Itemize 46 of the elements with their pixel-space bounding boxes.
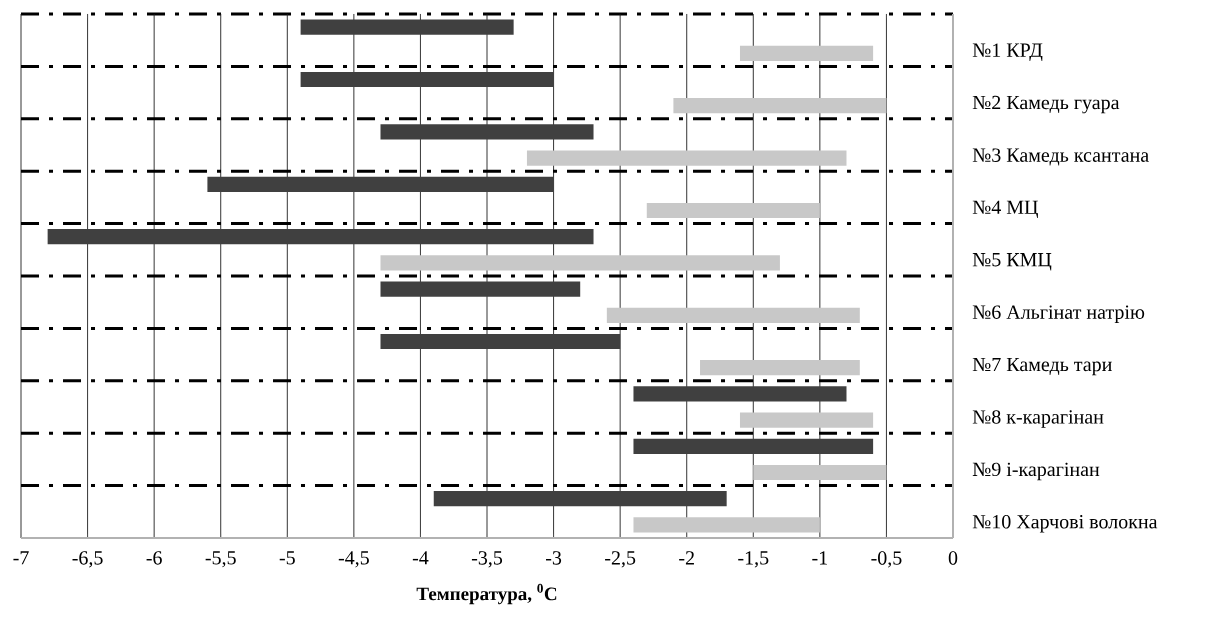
bar bbox=[380, 124, 594, 140]
y-tick-label: №8 к-карагінан bbox=[972, 410, 1104, 428]
x-tick-label: -4,5 bbox=[338, 551, 369, 568]
y-tick-label: №7 Камедь тари bbox=[972, 357, 1112, 376]
x-tick-label: -7 bbox=[13, 551, 29, 565]
bar bbox=[739, 412, 874, 428]
x-tick-label: -0,5 bbox=[871, 551, 902, 568]
x-tick-label: -5,5 bbox=[205, 551, 236, 568]
bar bbox=[433, 491, 727, 507]
bar bbox=[646, 202, 820, 219]
y-tick-label: №1 КРД bbox=[972, 43, 1043, 61]
x-tick-label: -1,5 bbox=[738, 551, 769, 568]
bar bbox=[606, 307, 860, 323]
bar bbox=[673, 98, 887, 114]
bar bbox=[700, 360, 860, 376]
bar bbox=[633, 386, 847, 402]
y-tick-label: №4 МЦ bbox=[972, 200, 1038, 219]
x-tick-label: -5 bbox=[279, 551, 295, 565]
y-tick-label: №10 Харчові волокна bbox=[972, 515, 1158, 533]
bar bbox=[300, 19, 514, 35]
bar bbox=[207, 176, 554, 192]
x-tick-label: -3 bbox=[546, 551, 562, 565]
x-tick-label: -3,5 bbox=[471, 551, 503, 568]
x-tick-label: -2,5 bbox=[605, 551, 636, 568]
y-tick-label: №5 КМЦ bbox=[972, 253, 1052, 271]
x-tick-label: -1 bbox=[812, 551, 827, 565]
bar bbox=[526, 150, 847, 166]
bar bbox=[633, 517, 820, 533]
bar bbox=[380, 333, 621, 350]
bar bbox=[753, 464, 887, 481]
bar bbox=[633, 438, 874, 454]
x-tick-label: 0 bbox=[948, 551, 958, 565]
x-tick-label: -4 bbox=[412, 551, 429, 565]
bar bbox=[380, 281, 581, 297]
bar bbox=[300, 71, 554, 88]
y-tick-label: №9 і-карагінан bbox=[972, 462, 1100, 481]
x-tick-label: -2 bbox=[679, 551, 694, 565]
y-tick-label: №6 Альгінат натрію bbox=[972, 305, 1145, 323]
text: Температура, $^{0}$C bbox=[416, 583, 557, 605]
y-tick-label: №3 Камедь ксантана bbox=[972, 148, 1149, 166]
bar bbox=[47, 229, 594, 245]
x-tick-label: -6,5 bbox=[72, 551, 103, 568]
x-tick-label: -6 bbox=[146, 551, 162, 565]
bar bbox=[739, 45, 874, 61]
bar bbox=[380, 255, 780, 271]
y-tick-label: №2 Камедь гуара bbox=[972, 95, 1120, 114]
